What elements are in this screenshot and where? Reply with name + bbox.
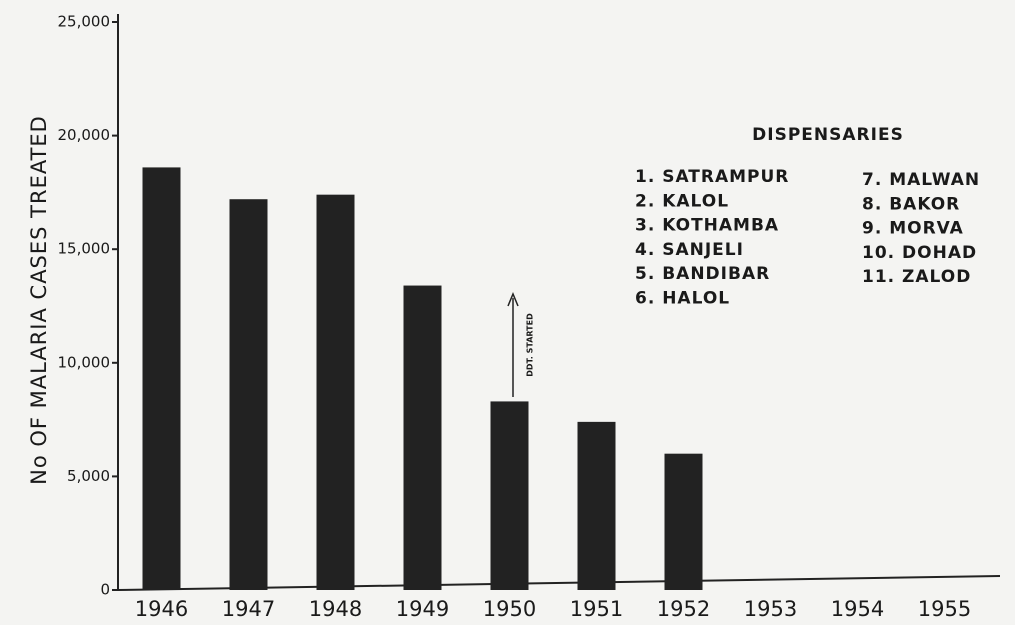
- bar: [490, 401, 529, 590]
- x-tick-label: 1954: [831, 597, 884, 621]
- legend-item: 9. MORVA: [862, 219, 964, 239]
- legend-title: DISPENSARIES: [752, 125, 904, 145]
- y-axis-label: No OF MALARIA CASES TREATED: [27, 115, 51, 485]
- bar: [316, 194, 355, 590]
- legend-item: 8. BAKOR: [862, 194, 960, 214]
- legend-item: 6. HALOL: [635, 289, 730, 309]
- annotation: DDT. STARTED: [526, 313, 535, 377]
- legend-item: 3. KOTHAMBA: [635, 216, 779, 236]
- legend-item: 7. MALWAN: [862, 170, 980, 190]
- x-tick-label: 1951: [570, 597, 623, 621]
- legend-item: 4. SANJELI: [635, 240, 744, 260]
- bar: [142, 167, 181, 590]
- bar: [229, 199, 268, 590]
- x-tick-label: 1953: [744, 597, 797, 621]
- x-tick-label: 1948: [309, 597, 362, 621]
- y-tick-label: 10,000: [58, 353, 111, 371]
- x-tick-label: 1950: [483, 597, 536, 621]
- y-tick-label: 5,000: [67, 467, 110, 485]
- legend-item: 5. BANDIBAR: [635, 264, 770, 284]
- legend-item: 11. ZALOD: [862, 267, 971, 287]
- arrow-head: [507, 292, 519, 307]
- legend-item: 2. KALOL: [635, 191, 729, 211]
- bar: [577, 421, 616, 590]
- x-tick-label: 1946: [135, 597, 188, 621]
- x-tick-label: 1955: [918, 597, 971, 621]
- y-tick-label: 20,000: [58, 126, 111, 144]
- legend-item: 1. SATRAMPUR: [635, 167, 789, 187]
- legend-item: 10. DOHAD: [862, 243, 977, 263]
- x-tick-label: 1947: [222, 597, 275, 621]
- x-tick-label: 1949: [396, 597, 449, 621]
- y-tick-label: 25,000: [58, 13, 111, 31]
- x-tick-label: 1952: [657, 597, 710, 621]
- bar: [403, 285, 442, 590]
- y-tick-label: 0: [100, 581, 110, 599]
- bar: [664, 453, 703, 590]
- y-tick-label: 15,000: [58, 240, 111, 258]
